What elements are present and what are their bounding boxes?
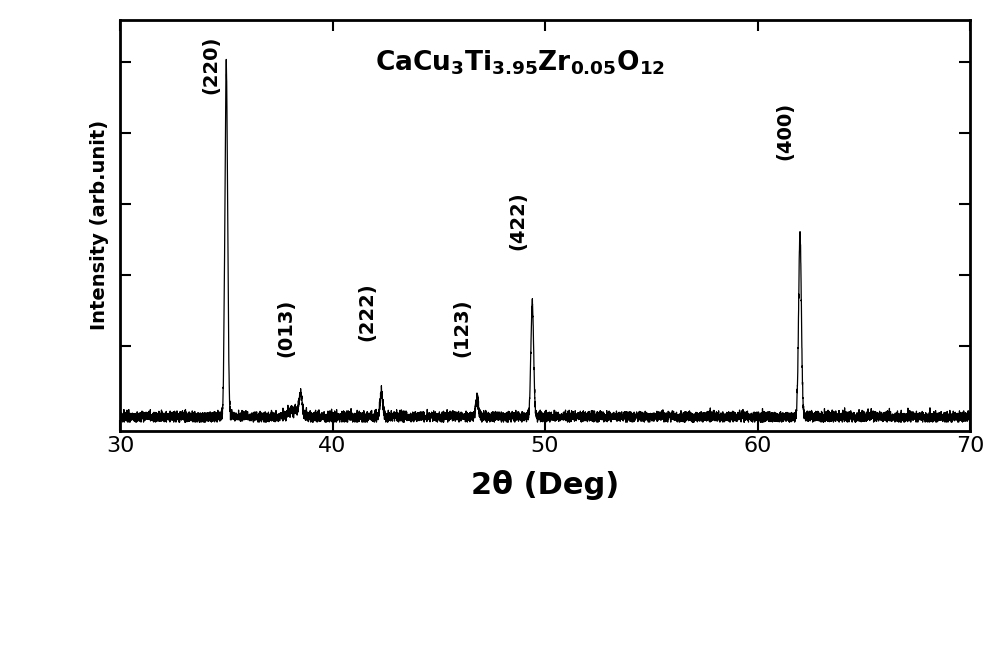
Text: $\mathbf{CaCu_3Ti_{3.95}Zr_{0.05}O_{12}}$: $\mathbf{CaCu_3Ti_{3.95}Zr_{0.05}O_{12}}… <box>375 48 665 77</box>
Y-axis label: Intensity (arb.unit): Intensity (arb.unit) <box>90 121 109 330</box>
Text: (220): (220) <box>202 36 221 94</box>
Text: (400): (400) <box>776 101 795 160</box>
Text: (013): (013) <box>276 299 295 357</box>
X-axis label: 2θ (Deg): 2θ (Deg) <box>471 469 619 500</box>
Text: (222): (222) <box>357 282 376 341</box>
Text: (422): (422) <box>508 192 527 250</box>
Text: (123): (123) <box>453 298 472 357</box>
